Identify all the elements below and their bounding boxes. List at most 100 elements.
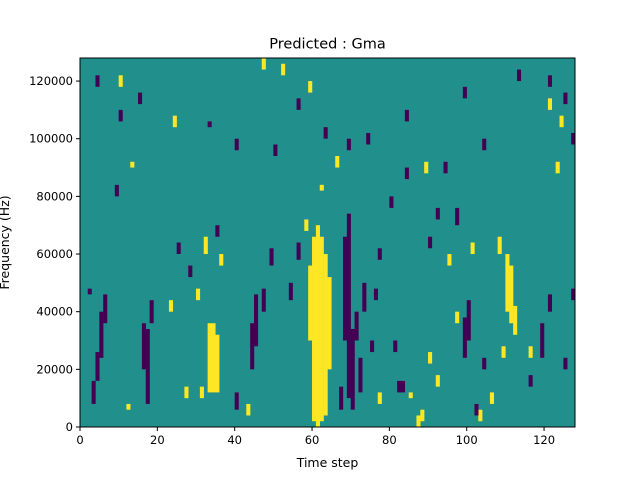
heatmap-cell-high bbox=[246, 403, 251, 416]
heatmap-cell-high bbox=[470, 242, 475, 255]
y-tick-label: 100000 bbox=[29, 132, 73, 146]
heatmap-cell-low bbox=[141, 323, 146, 370]
heatmap-cell-low bbox=[389, 196, 394, 208]
heatmap-cell-high bbox=[118, 75, 123, 87]
heatmap-cell-high bbox=[509, 265, 514, 324]
heatmap-cell-low bbox=[462, 317, 467, 358]
heatmap-cell-high bbox=[424, 161, 429, 174]
heatmap-cell-high bbox=[335, 156, 340, 168]
y-axis-label: Frequency (Hz) bbox=[0, 195, 12, 289]
heatmap-cell-low bbox=[482, 357, 487, 370]
x-tick-label: 20 bbox=[150, 433, 165, 447]
heatmap-cell-low bbox=[354, 311, 359, 341]
heatmap-cell-low bbox=[269, 248, 274, 266]
heatmap-cell-high bbox=[478, 409, 483, 422]
heatmap-cell-high bbox=[184, 386, 189, 399]
heatmap-cell-low bbox=[234, 138, 239, 151]
heatmap-cell-high bbox=[435, 375, 440, 387]
heatmap-cell-low bbox=[397, 380, 402, 393]
heatmap-cell-low bbox=[99, 311, 104, 358]
heatmap-cell-low bbox=[366, 132, 371, 145]
x-tick-label: 80 bbox=[382, 433, 397, 447]
y-tick-label: 40000 bbox=[36, 305, 73, 319]
heatmap-cell-low bbox=[118, 109, 123, 122]
x-tick-label: 0 bbox=[76, 433, 83, 447]
x-tick-label: 60 bbox=[305, 433, 320, 447]
heatmap-cell-high bbox=[196, 288, 201, 301]
heatmap-cell-high bbox=[304, 219, 309, 231]
heatmap-cell-high bbox=[308, 265, 313, 341]
heatmap-cell-low bbox=[540, 323, 545, 358]
heatmap-cell-low bbox=[571, 288, 576, 301]
heatmap-cell-low bbox=[95, 352, 100, 381]
heatmap-cell-low bbox=[482, 138, 487, 151]
heatmap-cell-low bbox=[404, 167, 409, 180]
heatmap-cell-high bbox=[308, 81, 313, 93]
heatmap-cell-low bbox=[404, 109, 409, 122]
heatmap-cell-high bbox=[455, 311, 460, 324]
heatmap-cell-low bbox=[547, 75, 552, 87]
heatmap-cell-high bbox=[505, 254, 510, 312]
x-tick-label: 100 bbox=[456, 433, 478, 447]
heatmap-cell-low bbox=[362, 282, 367, 312]
heatmap-cell-high bbox=[497, 236, 502, 255]
heatmap-cell-low bbox=[145, 328, 150, 404]
heatmap-cell-low bbox=[455, 207, 460, 226]
heatmap-cell-high bbox=[408, 392, 413, 399]
heatmap-cell-high bbox=[513, 305, 518, 335]
y-tick-label: 20000 bbox=[36, 362, 73, 376]
y-axis: 0 20000 40000 60000 80000 100000 120000 bbox=[29, 74, 80, 434]
heatmap-cell-low bbox=[346, 138, 351, 151]
chart-title: Predicted : Gma bbox=[269, 37, 385, 53]
heatmap-cell-low bbox=[215, 225, 220, 237]
heatmap-cell-low bbox=[250, 323, 255, 370]
heatmap-cell-high bbox=[447, 254, 452, 266]
heatmap-cell-low bbox=[114, 184, 119, 197]
heatmap-cell-low bbox=[296, 242, 301, 260]
heatmap-cell-high bbox=[319, 184, 324, 191]
heatmap-cell-high bbox=[528, 346, 533, 358]
heatmap-cell-low bbox=[370, 340, 375, 353]
heatmap-cell-low bbox=[443, 161, 448, 174]
heatmap-cell-high bbox=[207, 323, 212, 393]
heatmap-cells bbox=[80, 58, 576, 427]
heatmap-cell-high bbox=[203, 236, 208, 255]
heatmap-cell-low bbox=[339, 386, 344, 410]
heatmap-cell-low bbox=[377, 248, 382, 260]
heatmap-cell-high bbox=[126, 403, 131, 410]
heatmap-cell-low bbox=[138, 92, 143, 105]
y-tick-label: 0 bbox=[66, 420, 73, 434]
heatmap-cell-high bbox=[420, 409, 425, 422]
y-tick-label: 60000 bbox=[36, 247, 73, 261]
heatmap-cell-low bbox=[350, 328, 355, 410]
heatmap-cell-high bbox=[199, 386, 204, 399]
heatmap-cell-low bbox=[87, 288, 92, 295]
heatmap-cell-high bbox=[130, 161, 135, 168]
heatmap-cell-high bbox=[215, 334, 220, 393]
heatmap-cell-high bbox=[315, 225, 320, 427]
x-tick-label: 120 bbox=[533, 433, 555, 447]
heatmap-cell-high bbox=[172, 115, 177, 128]
heatmap-cell-high bbox=[281, 63, 286, 76]
heatmap-cell-low bbox=[234, 392, 239, 410]
heatmap-cell-low bbox=[254, 294, 259, 347]
heatmap-cell-low bbox=[571, 132, 576, 145]
heatmap-cell-low bbox=[176, 242, 181, 255]
heatmap-cell-low bbox=[207, 121, 212, 128]
heatmap-cell-low bbox=[358, 357, 363, 393]
heatmap-cell-low bbox=[400, 380, 406, 393]
heatmap-cell-high bbox=[377, 392, 382, 404]
x-axis-label: Time step bbox=[296, 455, 359, 470]
heatmap-cell-low bbox=[346, 213, 351, 399]
heatmap-cell-high bbox=[168, 300, 174, 312]
heatmap-cell-low bbox=[103, 294, 108, 324]
x-tick-label: 40 bbox=[227, 433, 242, 447]
heatmap-cell-low bbox=[474, 403, 479, 416]
y-tick-label: 120000 bbox=[29, 74, 73, 88]
heatmap-cell-low bbox=[528, 375, 533, 387]
heatmap-cell-low bbox=[516, 69, 522, 82]
heatmap-cell-low bbox=[273, 144, 278, 157]
heatmap-cell-low bbox=[95, 75, 100, 87]
y-tick-label: 80000 bbox=[36, 189, 73, 203]
